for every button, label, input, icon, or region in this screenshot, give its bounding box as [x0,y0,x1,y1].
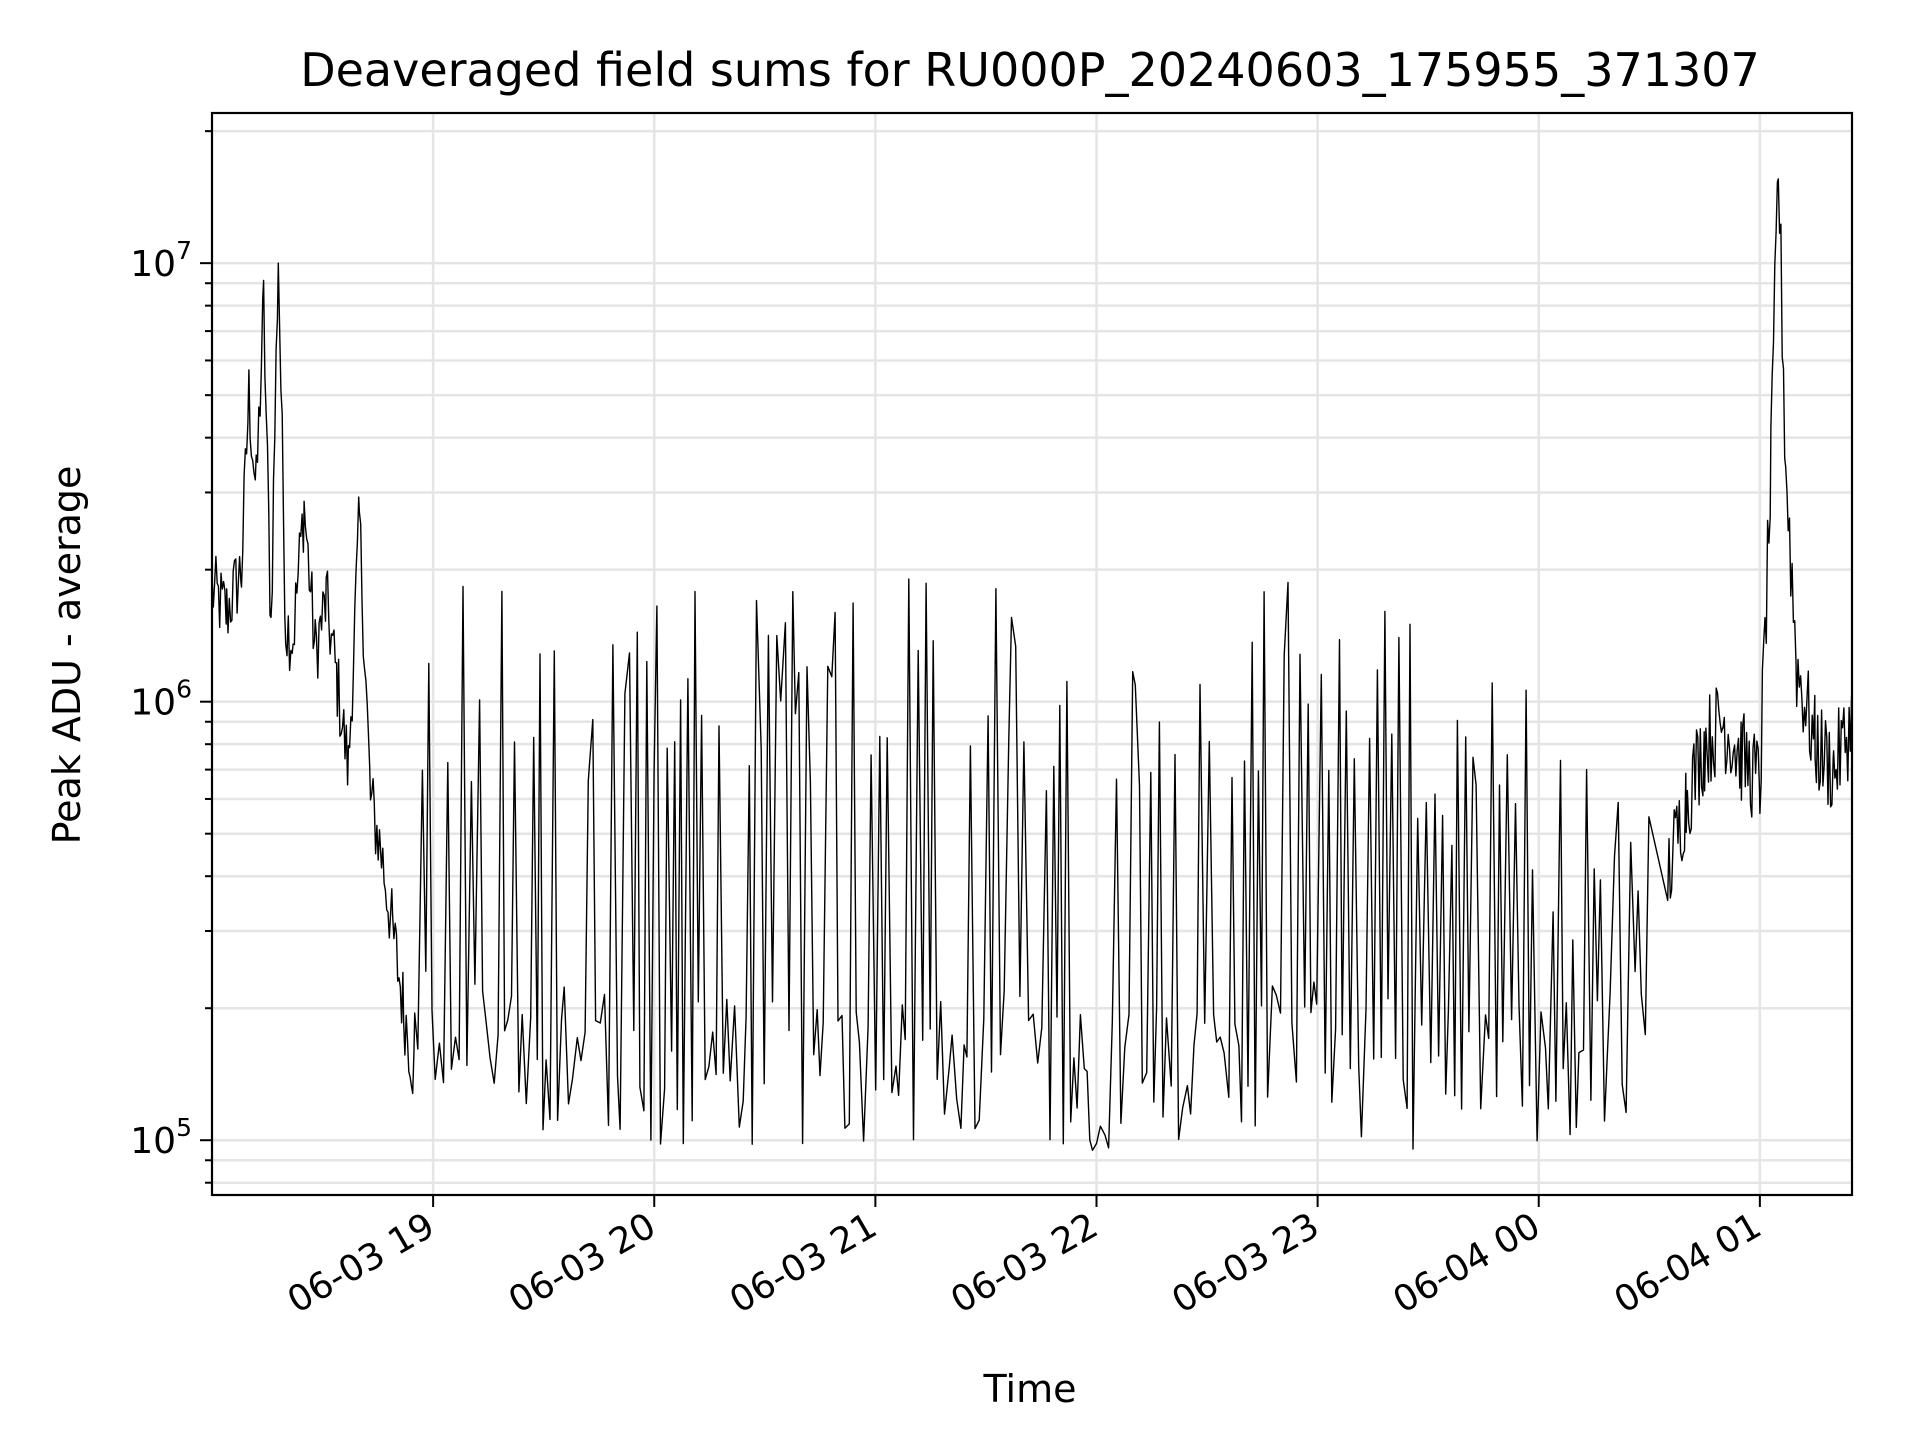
plot-background [212,113,1852,1195]
chart-title: Deaveraged field sums for RU000P_2024060… [300,43,1760,97]
y-tick-label: 106 [130,675,192,724]
series-line [211,178,1853,1151]
plot-area: 06-03 19 06-03 20 06-03 21 06-03 22 06-03 23… [130,111,1854,1322]
y-axis-label: Peak ADU - average [45,466,89,845]
y-tick-label: 107 [130,236,192,285]
y-tick-label: 105 [130,1113,192,1162]
plot-frame [210,111,1854,1197]
x-axis-label: Time [983,1367,1077,1411]
